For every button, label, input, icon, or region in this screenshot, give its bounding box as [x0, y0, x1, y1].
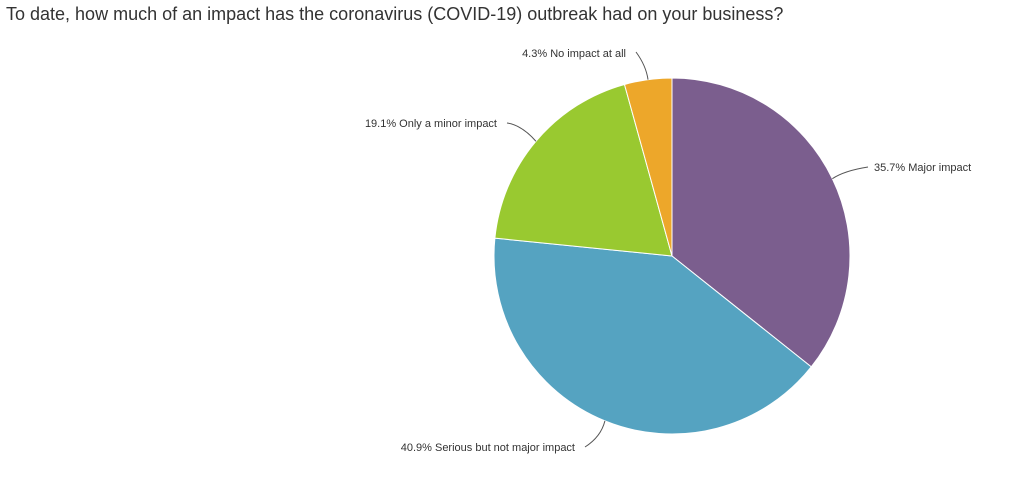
pie-slice [493, 237, 812, 435]
pie-slice [623, 77, 673, 257]
slice-label: 35.7% Major impact [874, 162, 971, 174]
pie-slice [494, 83, 673, 257]
leader-line [506, 122, 537, 142]
leader-line [635, 51, 649, 80]
leader-line [832, 166, 869, 180]
slice-label: 19.1% Only a minor impact [365, 118, 497, 130]
labels-layer: 35.7% Major impact 40.9% Serious but not … [365, 48, 971, 454]
chart-title: To date, how much of an impact has the c… [6, 4, 784, 24]
slices-layer [493, 77, 851, 435]
slice-label: 4.3% No impact at all [522, 48, 626, 60]
leader-line [584, 420, 606, 448]
slice-label: 40.9% Serious but not major impact [401, 442, 575, 454]
